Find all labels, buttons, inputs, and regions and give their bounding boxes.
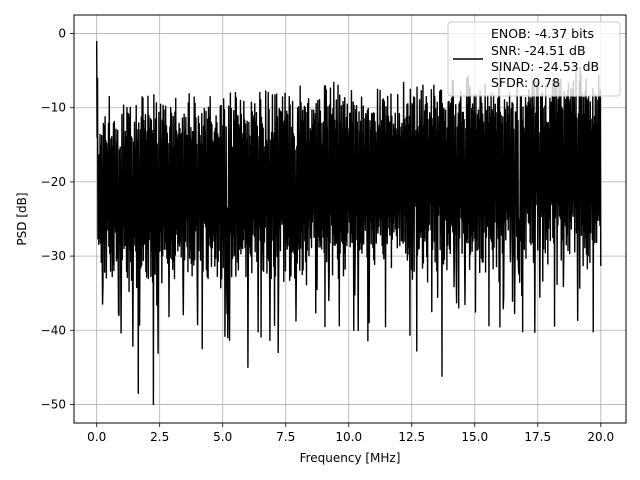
legend-box xyxy=(447,21,621,97)
x-tick-label: 10.0 xyxy=(335,430,362,444)
y-axis-label: PSD [dB] xyxy=(15,192,29,245)
x-tick-label: 2.5 xyxy=(150,430,169,444)
y-tick-label: −30 xyxy=(41,249,66,263)
x-axis: 0.0 2.5 5.0 7.5 10.0 12.5 15.0 17.5 20.0 xyxy=(87,423,614,444)
axes-frame xyxy=(73,14,627,424)
legend-entry-enob: ENOB: -4.37 bits xyxy=(491,26,594,41)
x-tick-label: 15.0 xyxy=(461,430,488,444)
x-tick-label: 20.0 xyxy=(587,430,614,444)
x-tick-label: 7.5 xyxy=(276,430,295,444)
y-tick-label: −40 xyxy=(41,323,66,337)
y-tick-label: −20 xyxy=(41,175,66,189)
legend: ENOB: -4.37 bits SNR: -24.51 dB SINAD: -… xyxy=(447,21,621,97)
x-tick-label: 0.0 xyxy=(87,430,106,444)
legend-entry-snr: SNR: -24.51 dB xyxy=(491,43,586,58)
legend-entry-sfdr: SFDR: 0.78 xyxy=(491,75,560,90)
y-axis: 0 −10 −20 −30 −40 −50 xyxy=(41,27,74,411)
psd-series-line xyxy=(95,40,602,406)
plot-area xyxy=(95,40,602,406)
x-tick-label: 5.0 xyxy=(213,430,232,444)
x-tick-label: 12.5 xyxy=(398,430,425,444)
x-tick-label: 17.5 xyxy=(524,430,551,444)
x-axis-label: Frequency [MHz] xyxy=(300,451,401,465)
y-tick-label: −10 xyxy=(41,101,66,115)
y-tick-label: −50 xyxy=(41,397,66,411)
y-tick-label: 0 xyxy=(58,27,66,41)
legend-entry-sinad: SINAD: -24.53 dB xyxy=(491,59,599,74)
